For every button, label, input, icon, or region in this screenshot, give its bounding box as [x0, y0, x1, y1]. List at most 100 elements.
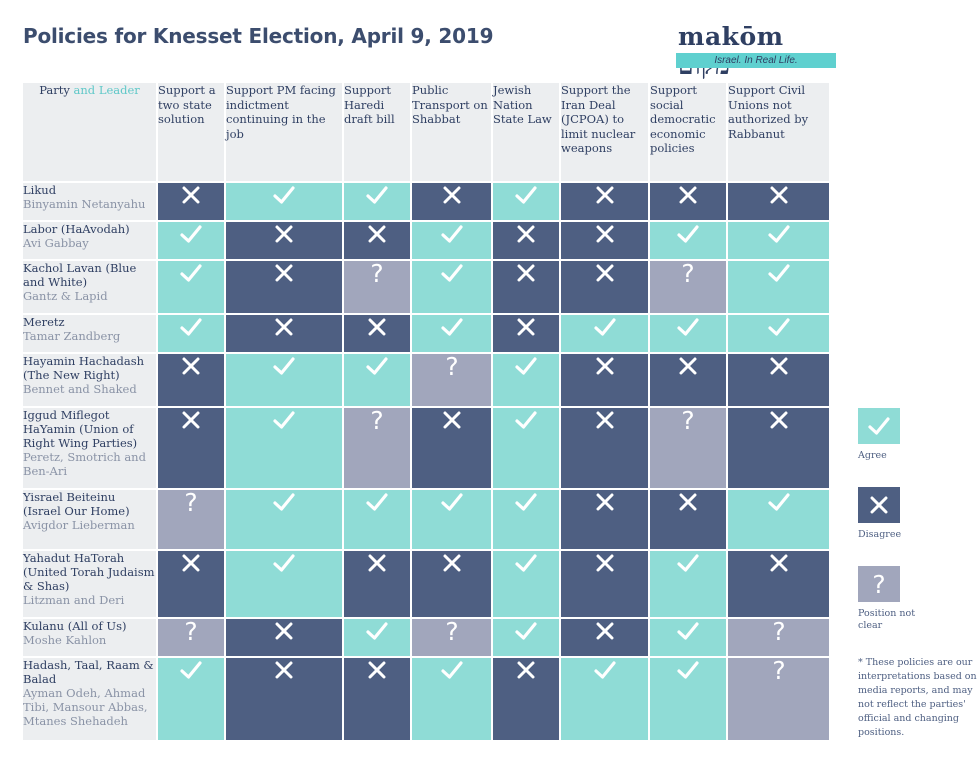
position-cell-agree: [226, 354, 342, 406]
position-cell-agree: [493, 408, 559, 488]
party-row: Yisrael Beiteinu (Israel Our Home) Avigdo…: [23, 490, 829, 549]
x-icon: [517, 318, 535, 336]
check-icon: [440, 225, 463, 243]
position-cell-disagree: [226, 658, 342, 740]
position-cell-disagree: [344, 551, 410, 617]
position-cell-agree: [344, 354, 410, 406]
legend-swatch-disagree: [858, 487, 900, 523]
x-icon: [770, 411, 787, 429]
check-icon: [273, 186, 295, 204]
check-icon: [515, 357, 537, 375]
position-cell-agree: [650, 658, 726, 740]
position-cell-agree: [493, 183, 559, 220]
position-cell-disagree: [650, 354, 726, 406]
position-cell-disagree: [561, 490, 648, 549]
position-cell-disagree: [728, 183, 829, 220]
party-leader-header: Party and Leader: [23, 83, 156, 181]
position-cell-unclear: ?: [412, 619, 491, 656]
makom-logo: makōm מקום Israel. In Real Life.: [676, 22, 836, 80]
party-cell: Likud Binyamin Netanyahu: [23, 183, 156, 220]
position-cell-disagree: [493, 658, 559, 740]
position-cell-agree: [412, 315, 491, 352]
x-icon: [596, 264, 613, 282]
footnote: * These policies are our interpretations…: [858, 657, 977, 738]
position-cell-agree: [226, 490, 342, 549]
x-icon: [870, 496, 888, 514]
position-cell-agree: [493, 551, 559, 617]
party-name: Yahadut HaTorah (United Torah Judaism & …: [23, 551, 155, 593]
check-icon: [440, 264, 463, 282]
question-icon: ?: [772, 658, 785, 682]
question-icon: ?: [681, 408, 694, 432]
position-cell-disagree: [493, 222, 559, 259]
and-label: and: [73, 83, 96, 97]
position-cell-agree: [650, 619, 726, 656]
party-cell: Hayamin Hachadash (The New Right) Bennet …: [23, 354, 156, 406]
policy-header-iran-deal: Support the Iran Deal (JCPOA) to limit n…: [561, 83, 648, 181]
table-body: Likud Binyamin Netanyahu Labor (HaAvodah) A…: [23, 183, 829, 740]
party-leader: Gantz & Lapid: [23, 289, 108, 303]
check-icon: [366, 357, 388, 375]
policy-header-civil-unions: Support Civil Unions not authorized by R…: [728, 83, 829, 181]
position-cell-disagree: [728, 408, 829, 488]
check-icon: [366, 493, 388, 511]
x-icon: [596, 493, 613, 511]
party-label: Party: [39, 83, 70, 97]
position-cell-unclear: ?: [158, 490, 224, 549]
position-cell-disagree: [650, 183, 726, 220]
position-cell-disagree: [226, 619, 342, 656]
party-row: Hayamin Hachadash (The New Right) Bennet …: [23, 354, 829, 406]
party-name: Kulanu (All of Us): [23, 619, 127, 633]
party-row: Meretz Tamar Zandberg: [23, 315, 829, 352]
position-cell-agree: [728, 222, 829, 259]
question-icon: ?: [184, 490, 197, 514]
party-row: Likud Binyamin Netanyahu: [23, 183, 829, 220]
party-cell: Yisrael Beiteinu (Israel Our Home) Avigdo…: [23, 490, 156, 549]
position-cell-agree: [344, 183, 410, 220]
x-icon: [517, 264, 535, 282]
x-icon: [770, 357, 787, 375]
party-cell: Iggud Miflegot HaYamin (Union of Right W…: [23, 408, 156, 488]
check-icon: [767, 225, 790, 243]
position-cell-disagree: [412, 551, 491, 617]
check-icon: [767, 264, 790, 282]
position-cell-agree: [561, 315, 648, 352]
position-cell-disagree: [158, 354, 224, 406]
position-cell-unclear: ?: [412, 354, 491, 406]
svg-text:?: ?: [370, 261, 383, 285]
position-cell-agree: [158, 315, 224, 352]
logo-wordmark: makōm מקום: [678, 22, 784, 80]
policy-header-shabbat-transport: Public Transport on Shabbat: [412, 83, 491, 181]
position-cell-disagree: [561, 222, 648, 259]
check-icon: [180, 318, 202, 336]
party-cell: Kachol Lavan (Blue and White) Gantz & Lap…: [23, 261, 156, 313]
party-row: Kulanu (All of Us) Moshe Kahlon???: [23, 619, 829, 656]
party-name: Kachol Lavan (Blue and White): [23, 261, 137, 289]
policy-header-two-state: Support a two state solution: [158, 83, 224, 181]
check-icon: [366, 186, 388, 204]
x-icon: [517, 661, 535, 679]
position-cell-disagree: [226, 261, 342, 313]
check-icon: [593, 318, 616, 336]
position-cell-disagree: [493, 261, 559, 313]
x-icon: [770, 186, 787, 204]
party-name: Hadash, Taal, Raam & Balad: [23, 658, 154, 686]
x-icon: [596, 411, 613, 429]
position-cell-agree: [493, 354, 559, 406]
x-icon: [182, 554, 200, 572]
position-cell-disagree: [158, 551, 224, 617]
position-cell-disagree: [561, 551, 648, 617]
x-icon: [182, 186, 200, 204]
svg-text:?: ?: [681, 261, 694, 285]
check-icon: [593, 661, 616, 679]
svg-text:?: ?: [445, 619, 458, 643]
party-name: Yisrael Beiteinu (Israel Our Home): [23, 490, 130, 518]
x-icon: [182, 357, 200, 375]
party-leader: Peretz, Smotrich and Ben-Ari: [23, 450, 146, 478]
party-cell: Kulanu (All of Us) Moshe Kahlon: [23, 619, 156, 656]
logo-tagline: Israel. In Real Life.: [676, 53, 836, 68]
party-cell: Meretz Tamar Zandberg: [23, 315, 156, 352]
legend-swatch-unclear: ?: [858, 566, 900, 602]
question-icon: ?: [872, 572, 885, 596]
position-cell-agree: [561, 658, 648, 740]
